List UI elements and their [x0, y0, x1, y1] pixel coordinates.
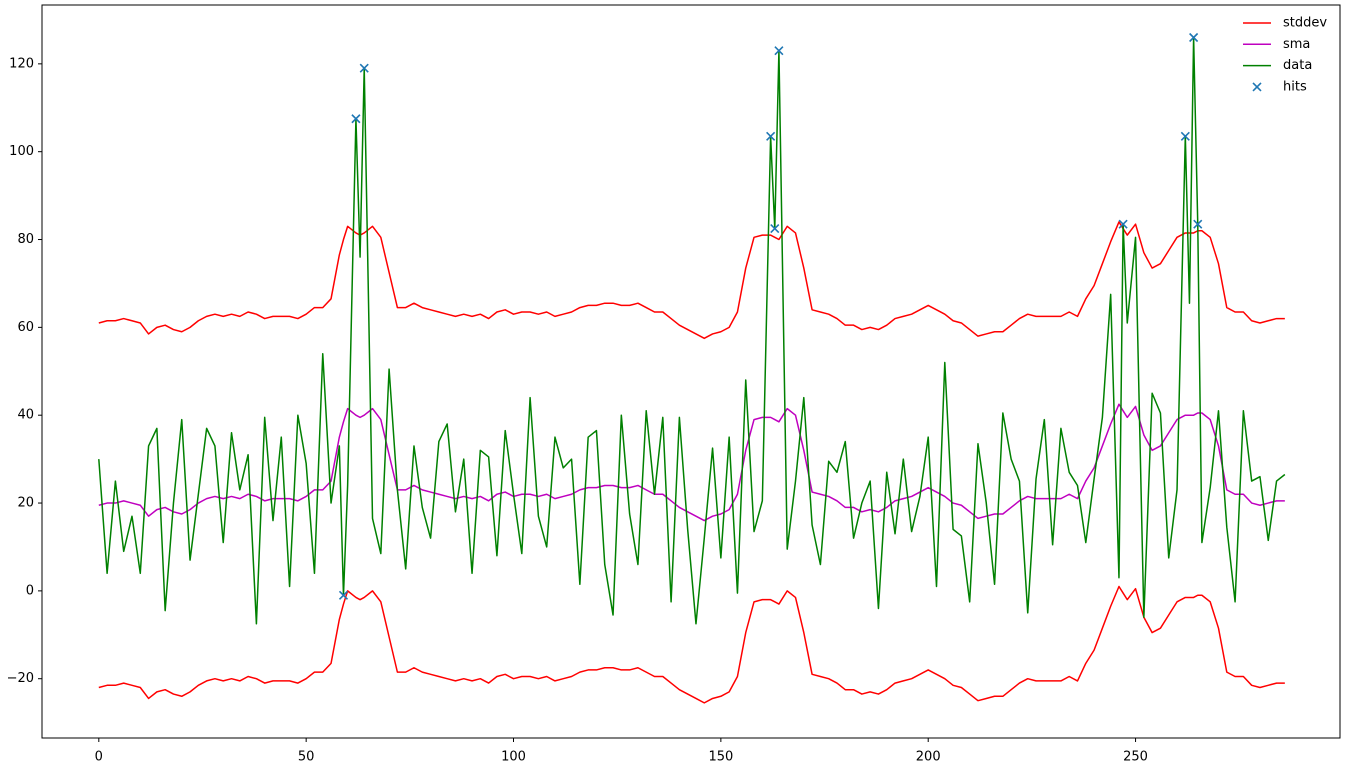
legend-marker: [1252, 82, 1262, 92]
hit-marker: [359, 63, 369, 73]
x-tick-label: 0: [95, 750, 103, 765]
y-tick-label: 60: [17, 320, 34, 335]
sma-line: [98, 403, 1285, 522]
y-tick-label: 120: [9, 56, 34, 71]
stddev-line: [98, 221, 1285, 340]
data-line: [98, 36, 1286, 625]
hit-marker: [1180, 131, 1190, 141]
hit-marker: [770, 223, 780, 234]
plot-frame: [41, 4, 1341, 739]
legend-label: sma: [1283, 37, 1310, 52]
x-tick-label: 150: [708, 750, 733, 765]
legend-label: hits: [1283, 79, 1307, 94]
hit-marker: [1189, 32, 1199, 43]
y-tick-label: −20: [7, 671, 34, 686]
hit-marker: [1193, 219, 1203, 229]
legend-label: data: [1283, 58, 1312, 73]
legend-label: stddev: [1283, 16, 1327, 31]
x-tick-label: 100: [501, 750, 526, 765]
x-tick-label: 250: [1123, 750, 1148, 765]
y-tick-label: 100: [9, 144, 34, 159]
y-tick-label: 40: [17, 408, 34, 423]
y-tick-label: 20: [17, 496, 34, 511]
stddev-lower-line: [98, 585, 1285, 704]
hit-marker: [338, 590, 349, 600]
x-tick-label: 200: [916, 750, 941, 765]
y-tick-label: 80: [17, 232, 34, 247]
y-tick-label: 0: [26, 583, 34, 598]
hit-marker: [774, 46, 784, 56]
x-tick-label: 50: [298, 750, 315, 765]
hit-marker: [766, 131, 776, 141]
hit-marker: [1118, 219, 1128, 229]
hit-marker: [351, 114, 361, 124]
